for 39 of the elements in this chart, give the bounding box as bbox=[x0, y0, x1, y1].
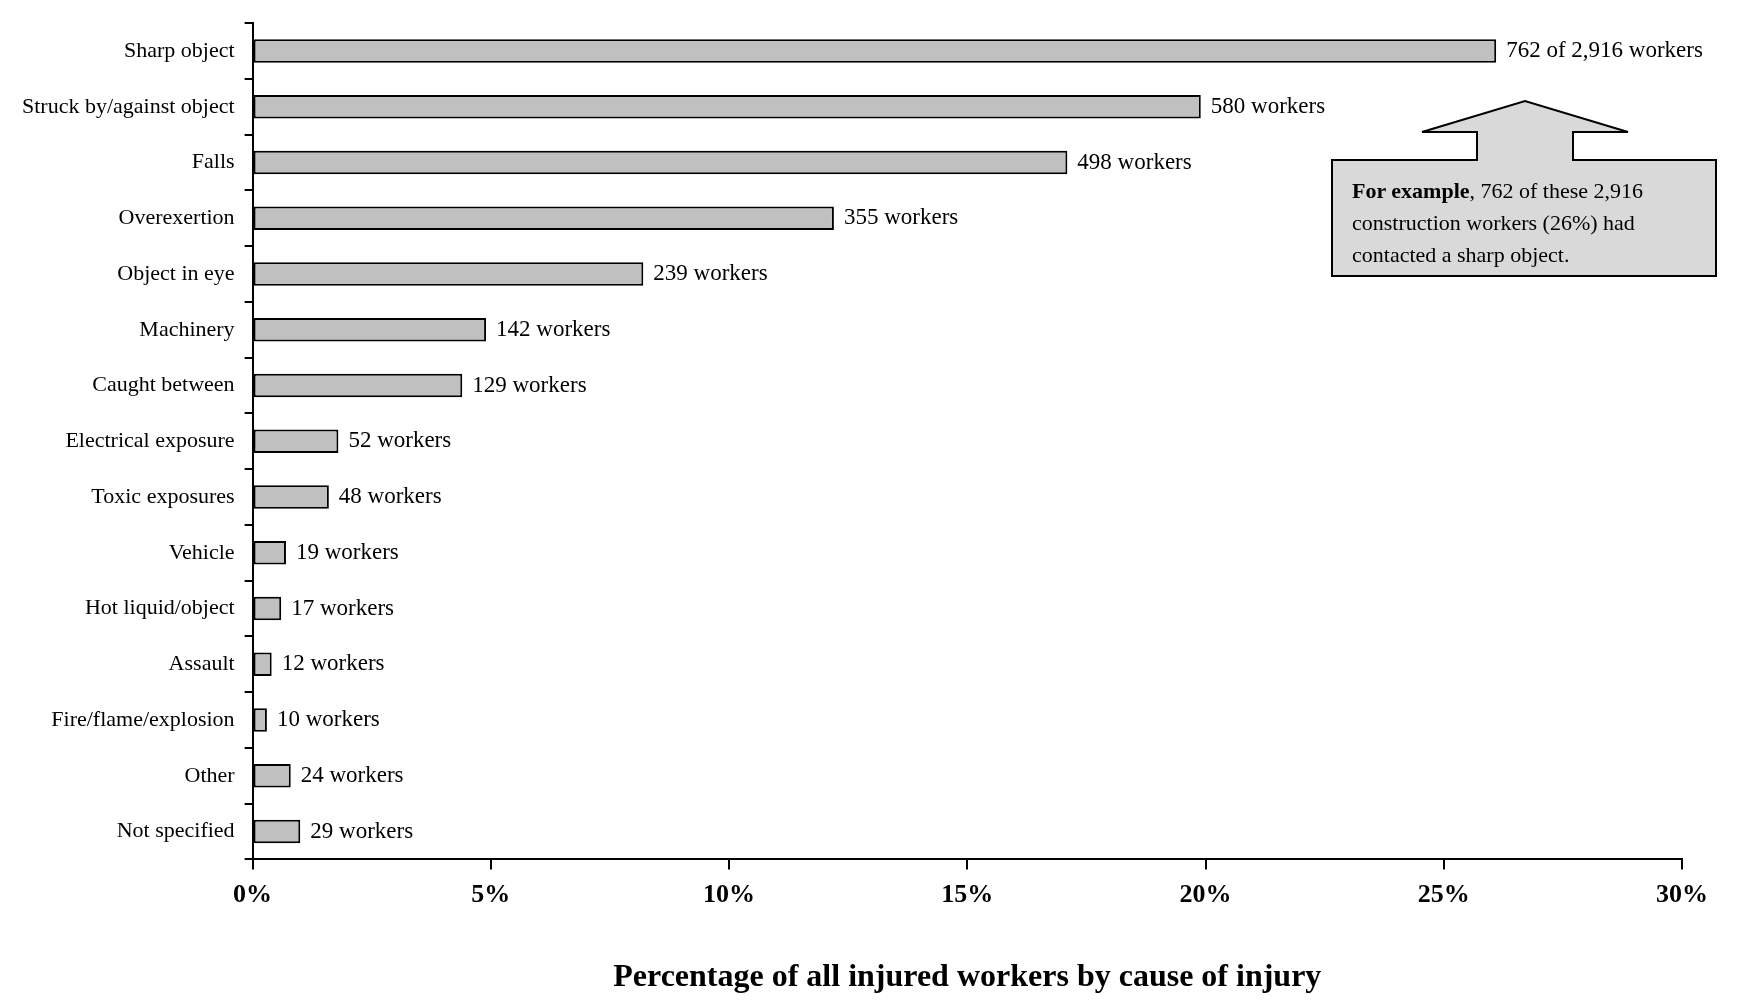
x-tick-label: 0% bbox=[233, 878, 273, 908]
x-tick-label: 20% bbox=[1179, 878, 1232, 908]
annotation: 580 workers bbox=[1210, 92, 1326, 118]
annotation: 19 workers bbox=[295, 538, 399, 564]
annotation: 17 workers bbox=[291, 594, 395, 620]
annotation: 142 workers bbox=[496, 315, 611, 341]
y-tick-label: Overexertion bbox=[118, 204, 235, 230]
y-tick-label: Machinery bbox=[139, 315, 235, 341]
annotation: 24 workers bbox=[300, 761, 404, 787]
annotation: 48 workers bbox=[338, 483, 442, 509]
y-tick-label: Sharp object bbox=[124, 36, 235, 62]
annotation: 12 workers bbox=[281, 650, 385, 676]
annotation: 29 workers bbox=[310, 817, 414, 843]
annotation: 498 workers bbox=[1077, 148, 1192, 174]
y-tick-label: Struck by/against object bbox=[22, 92, 235, 118]
y-tick-label: Caught between bbox=[92, 371, 235, 397]
y-tick-label: Other bbox=[184, 761, 236, 787]
annotation: For example, 762 of these 2,916 construction workers (26%) had contacted a sharp object. bbox=[1352, 177, 1645, 269]
annotation: 355 workers bbox=[843, 204, 959, 230]
y-tick-label: Assault bbox=[168, 650, 235, 676]
y-tick-label: Toxic exposures bbox=[91, 482, 235, 508]
x-tick-label: 5% bbox=[471, 878, 511, 908]
x-tick-label: 15% bbox=[941, 878, 994, 908]
y-tick-label: Fire/flame/explosion bbox=[51, 705, 235, 731]
y-tick-label: Falls bbox=[191, 148, 235, 174]
x-axis-title: Percentage of all injured workers by cause of injury bbox=[613, 957, 1322, 994]
y-tick-label: Object in eye bbox=[117, 259, 235, 285]
annotation: 10 workers bbox=[276, 706, 380, 732]
annotation: 239 workers bbox=[653, 260, 768, 286]
y-tick-label: Electrical exposure bbox=[65, 427, 235, 453]
annotation: 52 workers bbox=[348, 427, 452, 453]
y-tick-label: Hot liquid/object bbox=[84, 594, 235, 620]
y-tick-label: Vehicle bbox=[168, 538, 235, 564]
annotation: 762 of 2,916 workers bbox=[1506, 37, 1703, 63]
annotation: 129 workers bbox=[472, 371, 587, 397]
x-tick-label: 10% bbox=[703, 878, 756, 908]
x-tick-label: 30% bbox=[1656, 878, 1708, 908]
y-tick-label: Not specified bbox=[116, 817, 235, 843]
x-tick-label: 25% bbox=[1417, 878, 1470, 908]
